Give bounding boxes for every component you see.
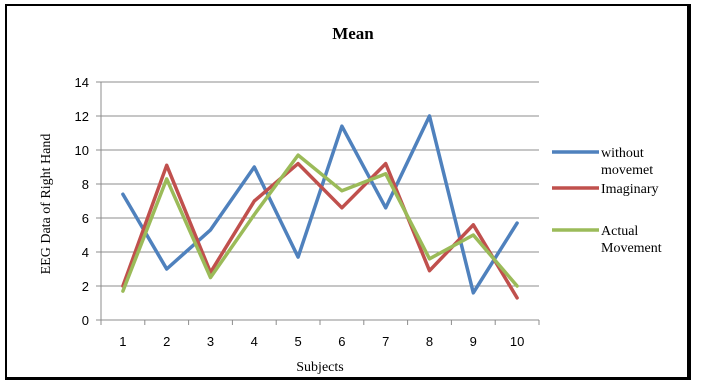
axes — [100, 82, 540, 325]
series-line-3 — [121, 153, 519, 293]
y-tick-label: 4 — [82, 245, 89, 260]
y-tick-label: 10 — [75, 143, 89, 158]
x-tick-label: 6 — [338, 334, 345, 349]
x-tick-label: 1 — [119, 334, 126, 349]
legend-label: Actual — [601, 224, 638, 239]
y-tick-label: 2 — [82, 279, 89, 294]
chart-frame: Mean 0 2 4 6 8 10 12 14 1 2 3 4 5 6 7 8 9 10 Subjects EE… — [5, 4, 691, 380]
x-tick-label: 10 — [510, 334, 524, 349]
x-tick-label: 3 — [207, 334, 214, 349]
y-axis-label: EEG Data of Right Hand — [39, 134, 54, 275]
x-tick-label: 7 — [382, 334, 389, 349]
legend-label: Movement — [601, 241, 662, 256]
y-tick-label: 6 — [82, 211, 89, 226]
legend-label: Imaginary — [601, 182, 659, 197]
x-tick-label: 4 — [251, 334, 258, 349]
gridlines — [96, 81, 539, 321]
x-tick-label: 8 — [426, 334, 433, 349]
y-tick-label: 12 — [75, 109, 89, 124]
x-axis-label: Subjects — [296, 360, 343, 375]
y-tick-label: 0 — [82, 313, 89, 328]
y-tick-labels: 0 2 4 6 8 10 12 14 — [75, 75, 89, 328]
x-tick-label: 2 — [163, 334, 170, 349]
y-tick-label: 14 — [75, 75, 89, 90]
legend-label: without — [601, 146, 644, 161]
x-tick-label: 9 — [470, 334, 477, 349]
series-line-1 — [121, 114, 519, 295]
x-tick-label: 5 — [294, 334, 301, 349]
series-lines — [121, 114, 519, 300]
legend-label: movemet — [601, 163, 653, 178]
x-tick-labels: 1 2 3 4 5 6 7 8 9 10 — [119, 334, 524, 349]
y-tick-label: 8 — [82, 177, 89, 192]
legend: without movemet Imaginary Actual Movement — [552, 146, 662, 256]
chart-title: Mean — [332, 24, 374, 43]
